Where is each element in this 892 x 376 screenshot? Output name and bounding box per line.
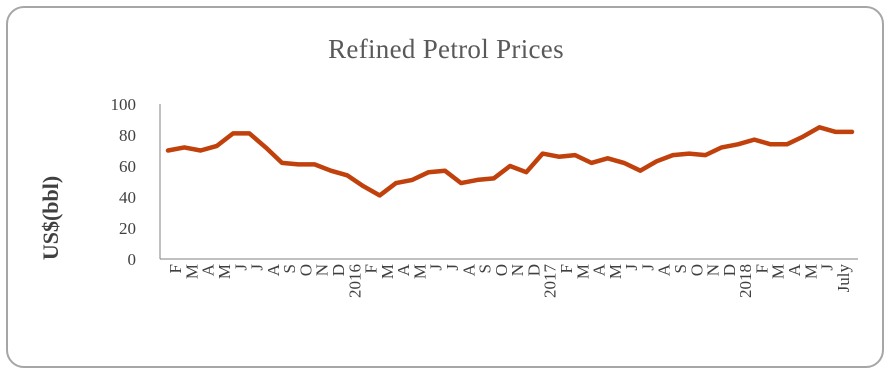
x-tick-label: S xyxy=(280,264,299,273)
x-tick-label: A xyxy=(785,263,804,276)
x-tick-label: A xyxy=(394,263,413,276)
x-tick-label: J xyxy=(231,264,250,271)
x-tick-label: J xyxy=(248,264,267,271)
x-tick-label: S xyxy=(671,264,690,273)
y-tick-label: 100 xyxy=(111,95,137,114)
x-tick-label: M xyxy=(215,264,234,279)
x-tick-label: 2018 xyxy=(736,264,755,298)
x-tick-label: F xyxy=(362,264,381,273)
x-tick-label: F xyxy=(166,264,185,273)
x-tick-label: D xyxy=(329,264,348,276)
series-line xyxy=(165,125,855,198)
x-tick-label: A xyxy=(459,263,478,276)
x-tick-label: D xyxy=(524,264,543,276)
x-tick-label: J xyxy=(427,264,446,271)
x-tick-label: M xyxy=(769,264,788,279)
y-tick-label: 80 xyxy=(119,126,136,145)
x-tick-label: M xyxy=(378,264,397,279)
x-tick-label: J xyxy=(443,264,462,271)
x-tick-label: N xyxy=(313,264,332,276)
y-tick-label: 0 xyxy=(128,250,137,269)
x-tick-label: M xyxy=(410,264,429,279)
x-tick-label: J xyxy=(638,264,657,271)
x-tick-label: A xyxy=(264,263,283,276)
x-tick-label: F xyxy=(557,264,576,273)
y-axis-label: US$(bbl) xyxy=(38,176,63,260)
x-tick-label: O xyxy=(492,264,511,276)
x-tick-label: M xyxy=(606,264,625,279)
x-tick-label: O xyxy=(296,264,315,276)
y-tick-label: 40 xyxy=(119,188,136,207)
y-tick-label: 60 xyxy=(119,157,136,176)
x-tick-label: A xyxy=(655,263,674,276)
chart-title: Refined Petrol Prices xyxy=(328,34,564,64)
x-tick-label: July xyxy=(834,264,853,293)
x-tick-label: 2017 xyxy=(541,264,560,299)
x-tick-label: D xyxy=(720,264,739,276)
x-tick-label: A xyxy=(590,263,609,276)
x-tick-label: J xyxy=(622,264,641,271)
x-tick-label: J xyxy=(818,264,837,271)
y-tick-label: 20 xyxy=(119,219,136,238)
x-tick-label: M xyxy=(801,264,820,279)
x-tick-label: M xyxy=(182,264,201,279)
x-tick-label: N xyxy=(704,264,723,276)
x-tick-label: 2016 xyxy=(345,264,364,298)
x-tick-label: S xyxy=(476,264,495,273)
x-tick-label: F xyxy=(752,264,771,273)
x-tick-label: M xyxy=(573,264,592,279)
chart-frame xyxy=(6,6,884,368)
x-tick-label: A xyxy=(199,263,218,276)
x-tick-label: O xyxy=(687,264,706,276)
x-tick-label: N xyxy=(508,264,527,276)
